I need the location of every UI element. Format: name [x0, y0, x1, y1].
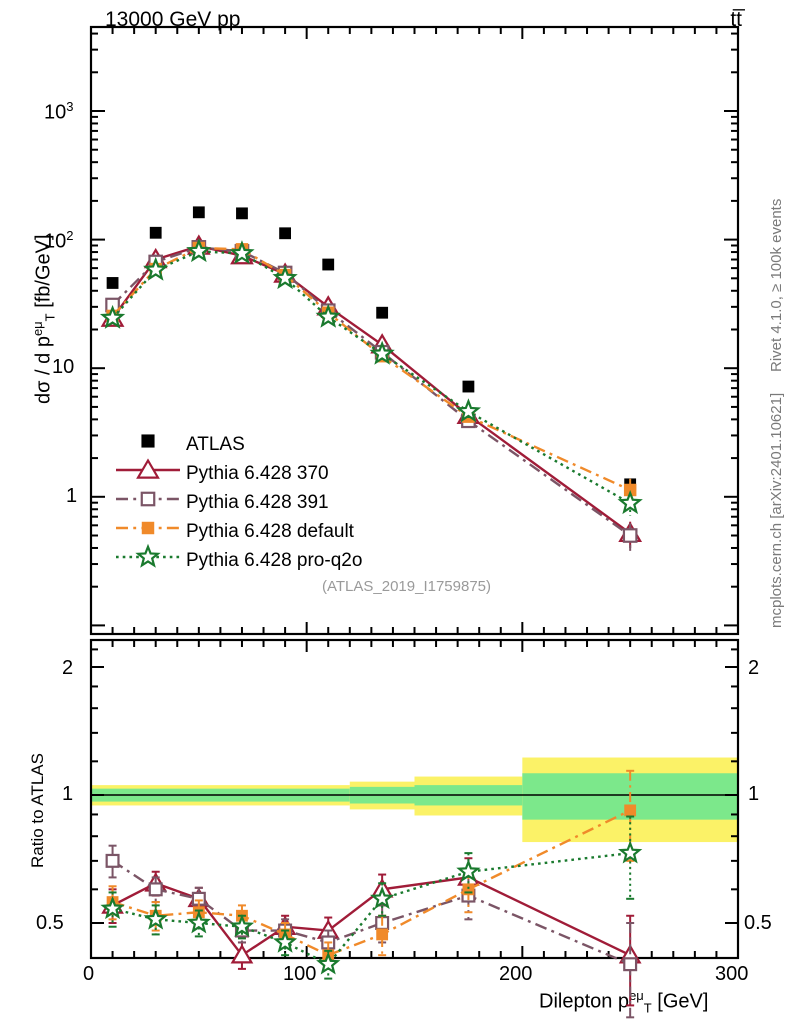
- ratio-panel-frame: [89, 638, 740, 960]
- main-series-pythia-6-428-370: [100, 234, 643, 548]
- uncertainty-band-outer-2: [414, 776, 523, 816]
- main-ytick-100: 102: [44, 228, 73, 254]
- main-ytick-1000: 103: [44, 99, 73, 125]
- legend-label-p391: Pythia 6.428 391: [186, 492, 329, 513]
- main-ytick-1: 1: [66, 485, 78, 507]
- legend-glyph-pythia-6-428-default[interactable]: [116, 521, 180, 535]
- uncertainty-band-inner-1: [349, 786, 415, 804]
- main-ytick-100-mantissa: 10: [44, 230, 67, 253]
- main-ytick-1000-exponent: 3: [66, 99, 74, 114]
- uncertainty-band-inner-0: [91, 788, 350, 802]
- main-y-axis-label-sub: T: [42, 313, 58, 322]
- rivet-version-annotation: Rivet 4.1.0, ≥ 100k events: [768, 198, 785, 372]
- legend-glyph-pythia-6-428-pro-q2o[interactable]: [116, 543, 180, 568]
- x-axis-label-sup: eμ: [629, 988, 644, 1003]
- xtick-0: 0: [83, 963, 95, 985]
- ratio-ytick-1-left: 1: [62, 783, 74, 805]
- ratio-series-pythia-6-428-default: [106, 769, 637, 970]
- legend-glyph-pythia-6-428-391[interactable]: [116, 491, 180, 507]
- header-left-label: 13000 GeV pp: [105, 8, 241, 31]
- main-y-axis-label-sup: eμ: [30, 321, 45, 337]
- ratio-series-pythia-6-428-370: [101, 857, 642, 1007]
- main-ytick-10: 10: [52, 356, 75, 378]
- ratio-y-axis-label: Ratio to ATLAS: [28, 753, 47, 868]
- ratio-ytick-1-right: 1: [748, 783, 760, 805]
- x-axis-label: Dilepton peμT [GeV]: [539, 988, 708, 1016]
- uncertainty-band-outer-1: [349, 781, 415, 810]
- xtick-100: 100: [283, 963, 317, 985]
- ratio-ytick-2-right: 2: [748, 657, 760, 679]
- legend-glyph-atlas[interactable]: [141, 434, 155, 448]
- ratio-ytick-05-left: 0.5: [36, 912, 64, 934]
- main-ytick-100-exponent: 2: [66, 228, 74, 243]
- legend-label-pdefault: Pythia 6.428 default: [186, 521, 354, 542]
- ratio-ytick-05-right: 0.5: [744, 912, 772, 934]
- legend-label-p370: Pythia 6.428 370: [186, 463, 329, 484]
- legend-glyph-pythia-6-428-370[interactable]: [116, 458, 180, 479]
- analysis-watermark: (ATLAS_2019_I1759875): [322, 578, 492, 595]
- uncertainty-band-outer-3: [522, 757, 738, 843]
- uncertainty-band-inner-2: [414, 785, 523, 806]
- mcplots-reference-annotation: mcplots.cern.ch [arXiv:2401.10621]: [768, 392, 785, 628]
- ratio-series-pythia-6-428-pro-q2o: [100, 815, 643, 980]
- xtick-200: 200: [499, 963, 533, 985]
- uncertainty-band-inner-3: [522, 773, 738, 820]
- header-right-label: tt̅: [730, 8, 742, 31]
- main-series-pythia-6-428-pro-q2o: [99, 238, 643, 516]
- uncertainty-band-outer-0: [91, 785, 350, 806]
- xtick-300: 300: [715, 963, 749, 985]
- legend-label-atlas: ATLAS: [186, 434, 245, 455]
- x-axis-label-prefix: Dilepton p: [539, 990, 630, 1013]
- legend-label-proq2o: Pythia 6.428 pro-q2o: [186, 550, 363, 571]
- x-axis-label-suffix: [GeV]: [651, 990, 709, 1013]
- ratio-ytick-2-left: 2: [62, 657, 74, 679]
- main-ytick-1000-mantissa: 10: [44, 101, 67, 124]
- x-axis-label-sub: T: [643, 1000, 652, 1016]
